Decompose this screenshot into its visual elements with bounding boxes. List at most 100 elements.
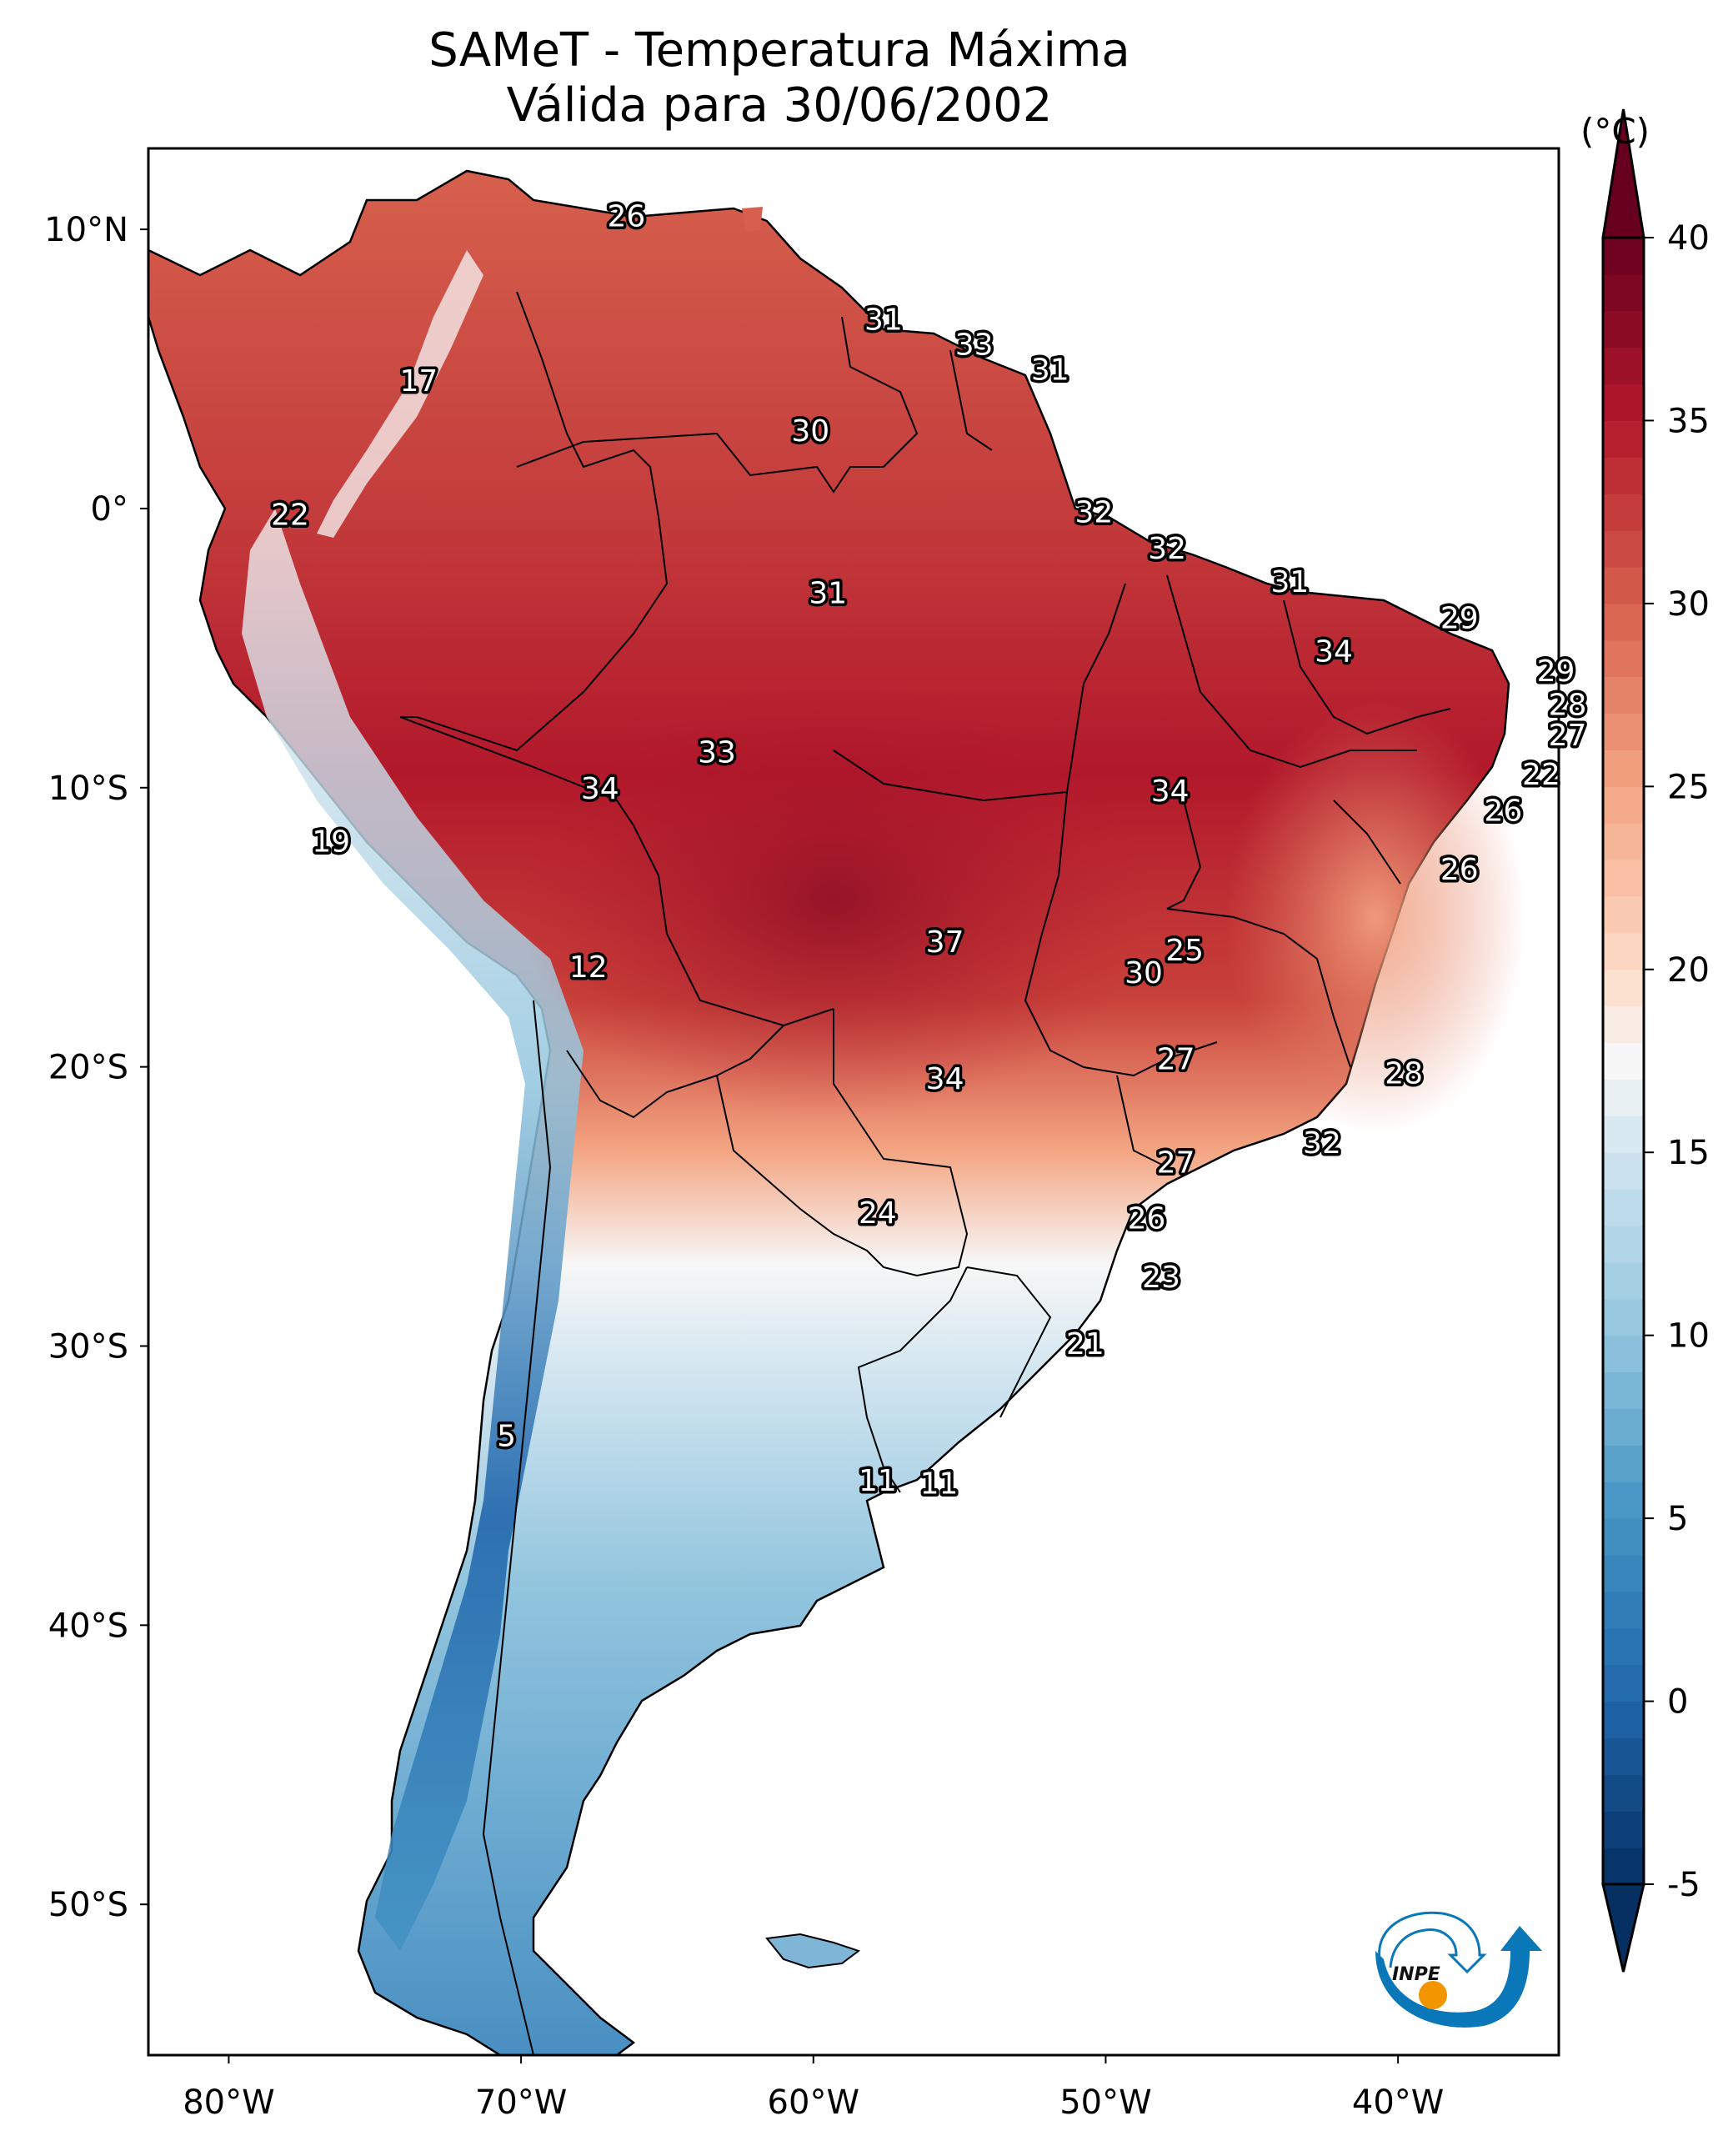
colorbar-ticks: -5 0 5 10 15 20 25 30 35 40 — [1644, 219, 1710, 1904]
colorbar-band — [1603, 932, 1644, 970]
colorbar-band — [1603, 639, 1644, 678]
y-axis-ticks: 10°N 0° 10°S 20°S 30°S 40°S 50°S — [44, 211, 148, 1924]
colorbar-band — [1603, 1226, 1644, 1263]
border-line — [1116, 1075, 1168, 1168]
temperature-annotation: 21 — [1066, 1327, 1104, 1361]
temperature-annotation: 26 — [607, 199, 645, 233]
border-line — [1333, 800, 1401, 885]
temperature-annotation: 32 — [1075, 495, 1114, 529]
colorbar-band — [1603, 1627, 1644, 1666]
temperature-annotation: 19 — [312, 825, 350, 859]
border-line — [841, 316, 919, 468]
temperature-annotation: 29 — [1537, 654, 1575, 689]
temperature-annotation: 34 — [926, 1062, 964, 1096]
temperature-annotation: 33 — [955, 328, 994, 362]
temperature-annotation: 34 — [1315, 635, 1353, 669]
logo-text: INPE — [1392, 1964, 1440, 1985]
colorbar-band — [1603, 273, 1644, 312]
colorbar-band — [1603, 457, 1644, 494]
y-tick-label: 50°S — [48, 1886, 128, 1924]
colorbar-band — [1603, 823, 1644, 860]
country-borders — [399, 291, 1451, 2055]
colorbar-tick-label: 10 — [1667, 1317, 1710, 1356]
y-tick-label: 40°S — [48, 1607, 128, 1645]
colorbar-band — [1603, 1005, 1644, 1044]
temperature-annotation: 11 — [920, 1467, 959, 1502]
temperature-annotation: 25 — [1165, 934, 1204, 968]
temperature-annotation: 30 — [1124, 956, 1163, 990]
y-tick-label: 20°S — [48, 1049, 128, 1087]
temperature-annotation: 31 — [809, 576, 847, 610]
colorbar-band — [1603, 1774, 1644, 1812]
colorbar-band — [1603, 1371, 1644, 1409]
colorbar-band — [1603, 969, 1644, 1007]
border-line — [400, 516, 669, 752]
colorbar-band — [1603, 896, 1644, 934]
logo-outline-arrow-icon — [1378, 1911, 1487, 1974]
temperature-annotation: 22 — [271, 499, 309, 533]
colorbar-band — [1603, 1408, 1644, 1446]
x-tick-label: 80°W — [183, 2083, 274, 2122]
colorbar-band — [1603, 384, 1644, 421]
temperature-annotations: 2617223133313032323129342928272226263133… — [268, 197, 1590, 1504]
temperature-annotation: 37 — [926, 925, 964, 960]
temperature-annotation: 12 — [569, 950, 608, 985]
temperature-annotation: 27 — [1549, 719, 1587, 753]
logo-sun-icon — [1419, 1981, 1447, 2009]
border-line — [566, 1050, 718, 1119]
ne-coast-cooler-region — [1225, 700, 1525, 1134]
colorbar-band — [1603, 530, 1644, 568]
colorbar-band — [1603, 1189, 1644, 1226]
colorbar-unit-label: (°C) — [1580, 111, 1650, 152]
border-line — [1166, 800, 1202, 910]
colorbar-band — [1603, 1298, 1644, 1336]
colorbar-tick-label: 25 — [1667, 768, 1710, 806]
inpe-logo: INPE — [1375, 1911, 1542, 2028]
temperature-annotation: 31 — [864, 303, 903, 337]
colorbar-tick-label: 40 — [1667, 219, 1710, 258]
colorbar-frame — [1601, 236, 1645, 1886]
colorbar-tick-label: 35 — [1667, 402, 1710, 440]
y-tick-label: 30°S — [48, 1327, 128, 1366]
colorbar-tick-label: 5 — [1667, 1500, 1688, 1538]
temperature-annotation: 26 — [1440, 853, 1479, 887]
x-tick-label: 50°W — [1059, 2083, 1151, 2122]
colorbar-bands — [1603, 238, 1644, 1885]
temperature-annotation: 32 — [1303, 1126, 1341, 1161]
temperature-annotation: 31 — [1270, 565, 1309, 599]
colorbar-tick-label: -5 — [1667, 1866, 1700, 1904]
caribbean-islands — [742, 207, 763, 232]
temperature-annotation: 28 — [1385, 1056, 1423, 1091]
x-axis-ticks: 80°W 70°W 60°W 50°W 40°W — [183, 2055, 1444, 2122]
x-tick-label: 60°W — [768, 2083, 859, 2122]
colorbar-band — [1603, 238, 1644, 275]
title-line-1: SAMeT - Temperatura Máxima — [428, 23, 1130, 78]
temperature-annotation: 22 — [1522, 758, 1560, 792]
colorbar-extend-bottom — [1601, 1883, 1645, 1973]
colorbar-band — [1603, 1079, 1644, 1116]
temperature-annotation: 34 — [1151, 775, 1190, 809]
colorbar-tick-label: 20 — [1667, 951, 1710, 990]
colorbar-band — [1603, 1737, 1644, 1775]
temperature-field — [148, 169, 1525, 2055]
colorbar-tick-label: 15 — [1667, 1134, 1710, 1172]
temperature-annotation: 23 — [1142, 1261, 1180, 1295]
x-tick-label: 70°W — [475, 2083, 567, 2122]
andes-cool-band — [242, 509, 584, 1951]
colorbar-band — [1603, 860, 1644, 897]
temperature-annotation: 31 — [1031, 353, 1069, 388]
temperature-annotation: 34 — [581, 772, 619, 806]
colorbar-band — [1603, 1335, 1644, 1373]
colorbar-band — [1603, 603, 1644, 641]
colorbar-tick-label: 30 — [1667, 585, 1710, 624]
y-tick-label: 10°S — [48, 770, 128, 808]
border-line — [857, 1266, 968, 1493]
colorbar-band — [1603, 310, 1644, 348]
border-line — [1066, 583, 1126, 793]
border-line — [949, 349, 993, 451]
border-line — [399, 716, 834, 1027]
temperature-annotation: 32 — [1148, 532, 1186, 566]
colombian-andes-band — [317, 250, 483, 538]
colorbar-band — [1603, 1591, 1644, 1629]
